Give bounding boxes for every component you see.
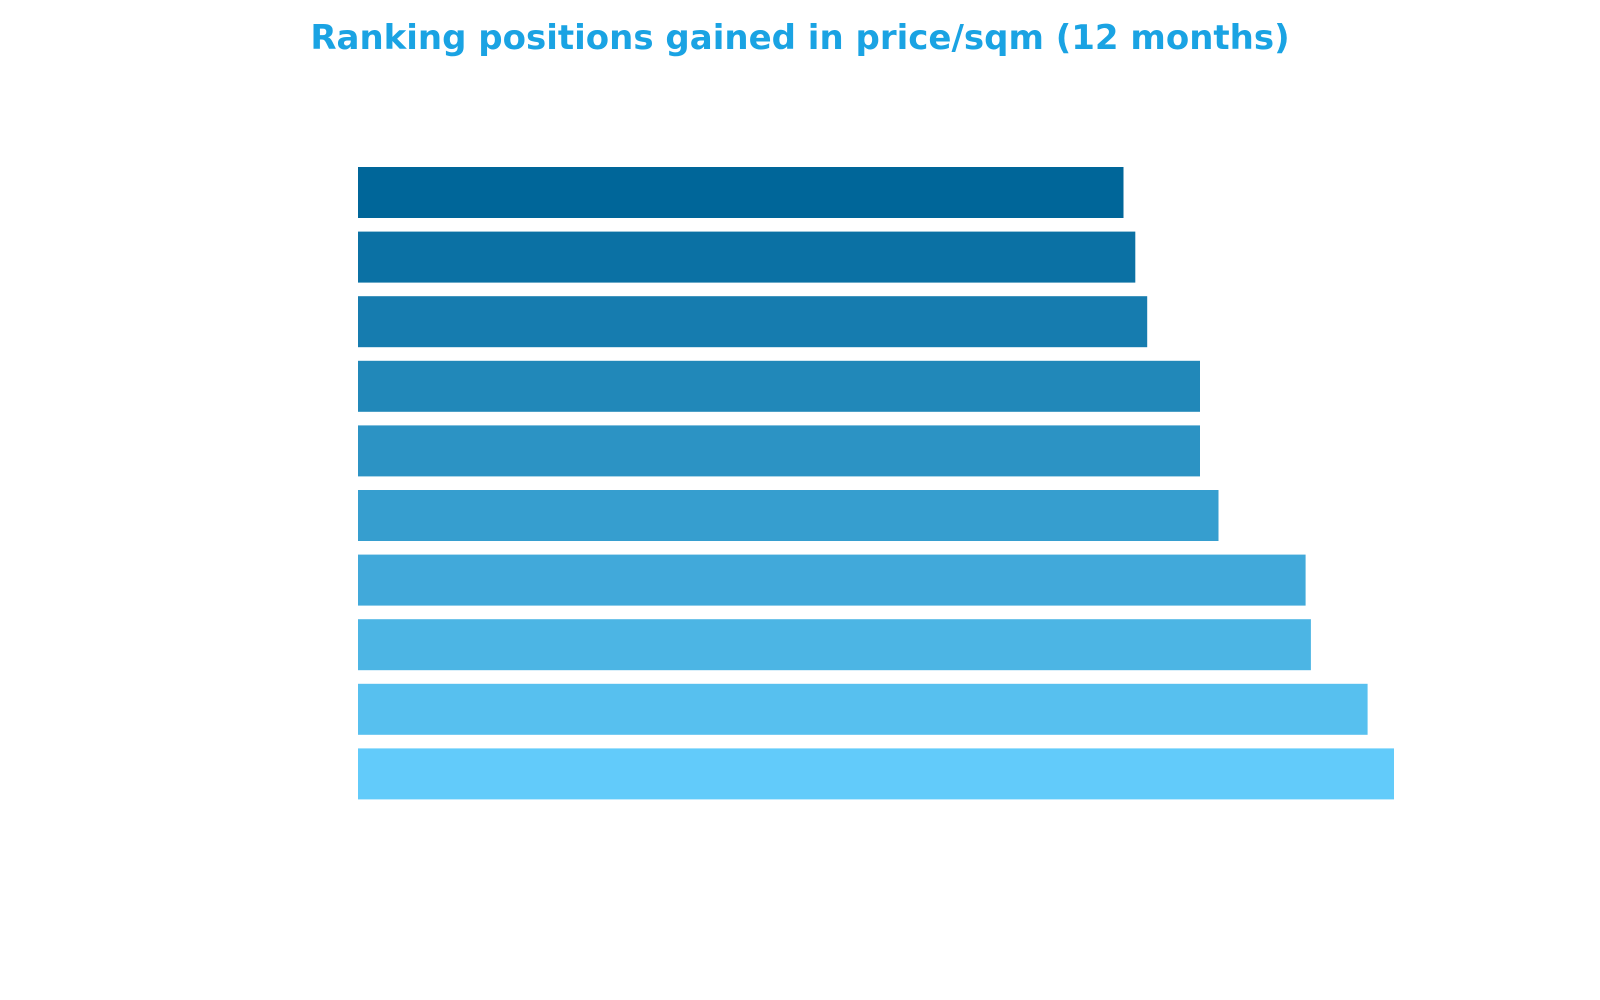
bar-7 bbox=[358, 554, 1306, 606]
bar-6 bbox=[358, 490, 1219, 541]
chart-title: Ranking positions gained in price/sqm (1… bbox=[310, 18, 1290, 58]
bar-8 bbox=[358, 619, 1311, 671]
bar-4 bbox=[358, 360, 1200, 412]
bars-group bbox=[358, 167, 1394, 800]
bar-10 bbox=[358, 748, 1394, 800]
bar-9 bbox=[358, 683, 1368, 735]
bar-5 bbox=[358, 425, 1200, 477]
bar-1 bbox=[358, 167, 1124, 218]
bar-2 bbox=[358, 231, 1136, 283]
bar-3 bbox=[358, 296, 1148, 348]
